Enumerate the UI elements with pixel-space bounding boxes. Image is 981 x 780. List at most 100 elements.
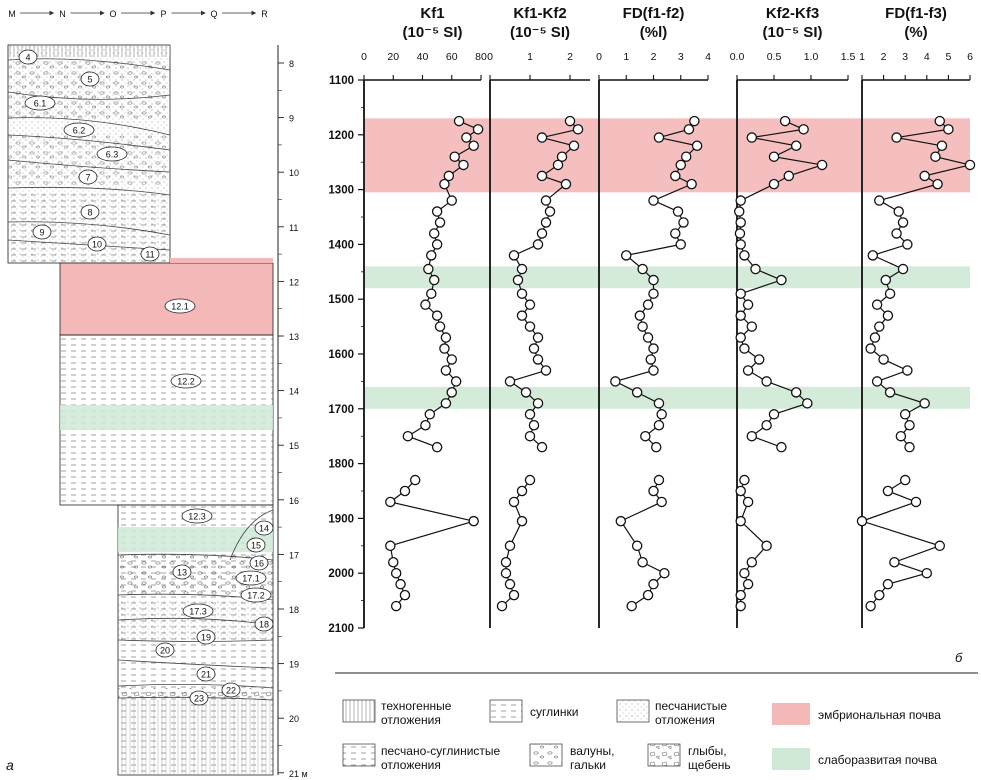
legend: техногенные отложения суглинки песчанист… bbox=[342, 699, 941, 772]
y-tick-label: 1500 bbox=[328, 294, 354, 306]
layer-marker-ellipse bbox=[254, 520, 274, 536]
legend-blocks-line1: глыбы, bbox=[688, 744, 727, 758]
highlight-bands bbox=[364, 118, 970, 409]
layer-marker-23: 23 bbox=[194, 694, 204, 704]
x-tick-label: 1 bbox=[623, 51, 629, 63]
data-point bbox=[867, 250, 879, 261]
layer-marker-18: 18 bbox=[259, 620, 269, 630]
data-point bbox=[776, 441, 787, 453]
data-point bbox=[426, 288, 437, 299]
data-point bbox=[446, 195, 457, 206]
data-point bbox=[882, 578, 894, 590]
legend-swatch-sandyloam bbox=[342, 743, 376, 767]
layer-marker-20: 20 bbox=[160, 646, 170, 656]
data-point bbox=[856, 515, 868, 527]
data-point bbox=[532, 332, 544, 343]
layer-marker-ellipse bbox=[196, 666, 216, 682]
data-point bbox=[650, 441, 662, 453]
data-point bbox=[428, 228, 440, 239]
data-point bbox=[746, 132, 758, 143]
series-line-lower bbox=[860, 479, 942, 607]
x-tick-label: 0 bbox=[487, 51, 493, 63]
data-point bbox=[761, 376, 772, 387]
panel-title: Kf2-Kf3 bbox=[766, 5, 819, 22]
data-point bbox=[504, 376, 516, 387]
data-point bbox=[680, 151, 692, 162]
data-point bbox=[399, 589, 411, 601]
data-point bbox=[798, 124, 809, 135]
data-point bbox=[532, 354, 544, 365]
legend-swatch-blocks bbox=[647, 743, 681, 767]
x-tick-label: 1 bbox=[859, 51, 865, 63]
series-line-lower bbox=[619, 479, 666, 607]
depth-y-axis: 1100 1200 1300 1400 1500 1600 1700 1800 1900 2000… bbox=[328, 75, 365, 635]
data-point bbox=[735, 288, 746, 299]
data-point bbox=[390, 600, 402, 612]
layer-marker-17-1: 17.1 bbox=[242, 574, 260, 584]
depth-label: 19 bbox=[289, 660, 299, 670]
legend-blocks-line2: щебень bbox=[688, 758, 731, 772]
depth-label: 15 bbox=[289, 441, 299, 451]
data-point bbox=[670, 170, 681, 182]
data-point bbox=[779, 115, 791, 127]
y-tick-label: 1400 bbox=[328, 239, 354, 251]
data-point bbox=[634, 310, 646, 321]
data-point bbox=[420, 419, 431, 431]
data-point bbox=[439, 178, 450, 190]
layer-marker-ellipse bbox=[63, 122, 95, 138]
data-point bbox=[431, 310, 443, 321]
x-tick-label: 2 bbox=[881, 51, 887, 63]
data-point bbox=[790, 140, 802, 152]
data-point bbox=[902, 239, 913, 250]
x-tick-label: 6 bbox=[967, 51, 973, 63]
panel-0: Kf1 (10⁻⁵ SI) 0 20 40 60 80 bbox=[361, 5, 487, 612]
highlight-band-embryonic bbox=[364, 118, 970, 193]
data-point bbox=[910, 496, 922, 508]
data-point bbox=[884, 387, 896, 398]
embryonic-soil-top-strip bbox=[170, 258, 273, 263]
y-tick-label: 1300 bbox=[328, 185, 354, 197]
data-point bbox=[865, 343, 876, 354]
layer-marker-11: 11 bbox=[145, 250, 154, 260]
data-point bbox=[934, 540, 946, 552]
data-point bbox=[424, 409, 436, 420]
data-point bbox=[536, 132, 548, 143]
data-point bbox=[621, 250, 632, 261]
x-tick-label: 2 bbox=[651, 51, 657, 63]
layer-marker-21: 21 bbox=[201, 670, 211, 680]
data-point bbox=[426, 250, 437, 261]
data-point bbox=[656, 496, 667, 508]
depth-label: 13 bbox=[289, 332, 299, 342]
panel-subtitle: (10⁻⁵ SI) bbox=[403, 24, 463, 41]
depth-label: 9 bbox=[289, 114, 294, 124]
y-tick-label: 2000 bbox=[328, 568, 354, 580]
data-point bbox=[683, 124, 695, 135]
data-point bbox=[540, 365, 552, 376]
depth-label: 14 bbox=[289, 387, 299, 397]
data-point bbox=[610, 376, 621, 387]
data-point bbox=[524, 409, 536, 420]
data-point bbox=[776, 274, 787, 286]
panel-1: Kf1-Kf2 (10⁻⁵ SI) 0 1 2 bbox=[487, 5, 590, 628]
legend-swatch-boulders bbox=[529, 743, 563, 767]
data-point bbox=[783, 170, 795, 182]
layer-marker-ellipse bbox=[78, 169, 98, 185]
panel-title: Kf1 bbox=[420, 5, 444, 22]
layer-marker-10: 10 bbox=[92, 240, 102, 250]
data-point bbox=[631, 540, 643, 552]
y-tick-label: 1200 bbox=[328, 130, 354, 142]
data-point bbox=[387, 556, 399, 568]
layer-marker-7: 7 bbox=[85, 173, 90, 183]
data-point bbox=[648, 578, 659, 590]
y-tick-label: 2100 bbox=[328, 623, 354, 635]
series-line-lower bbox=[388, 479, 477, 607]
data-point bbox=[936, 140, 948, 152]
layer-marker-ellipse bbox=[189, 690, 209, 706]
data-point bbox=[409, 474, 421, 486]
layer-marker-12-1: 12.1 bbox=[171, 302, 189, 312]
data-point bbox=[742, 299, 754, 310]
x-tick-label: 2 bbox=[567, 51, 573, 63]
depth-label: 11 bbox=[289, 223, 298, 233]
data-point bbox=[472, 124, 484, 135]
